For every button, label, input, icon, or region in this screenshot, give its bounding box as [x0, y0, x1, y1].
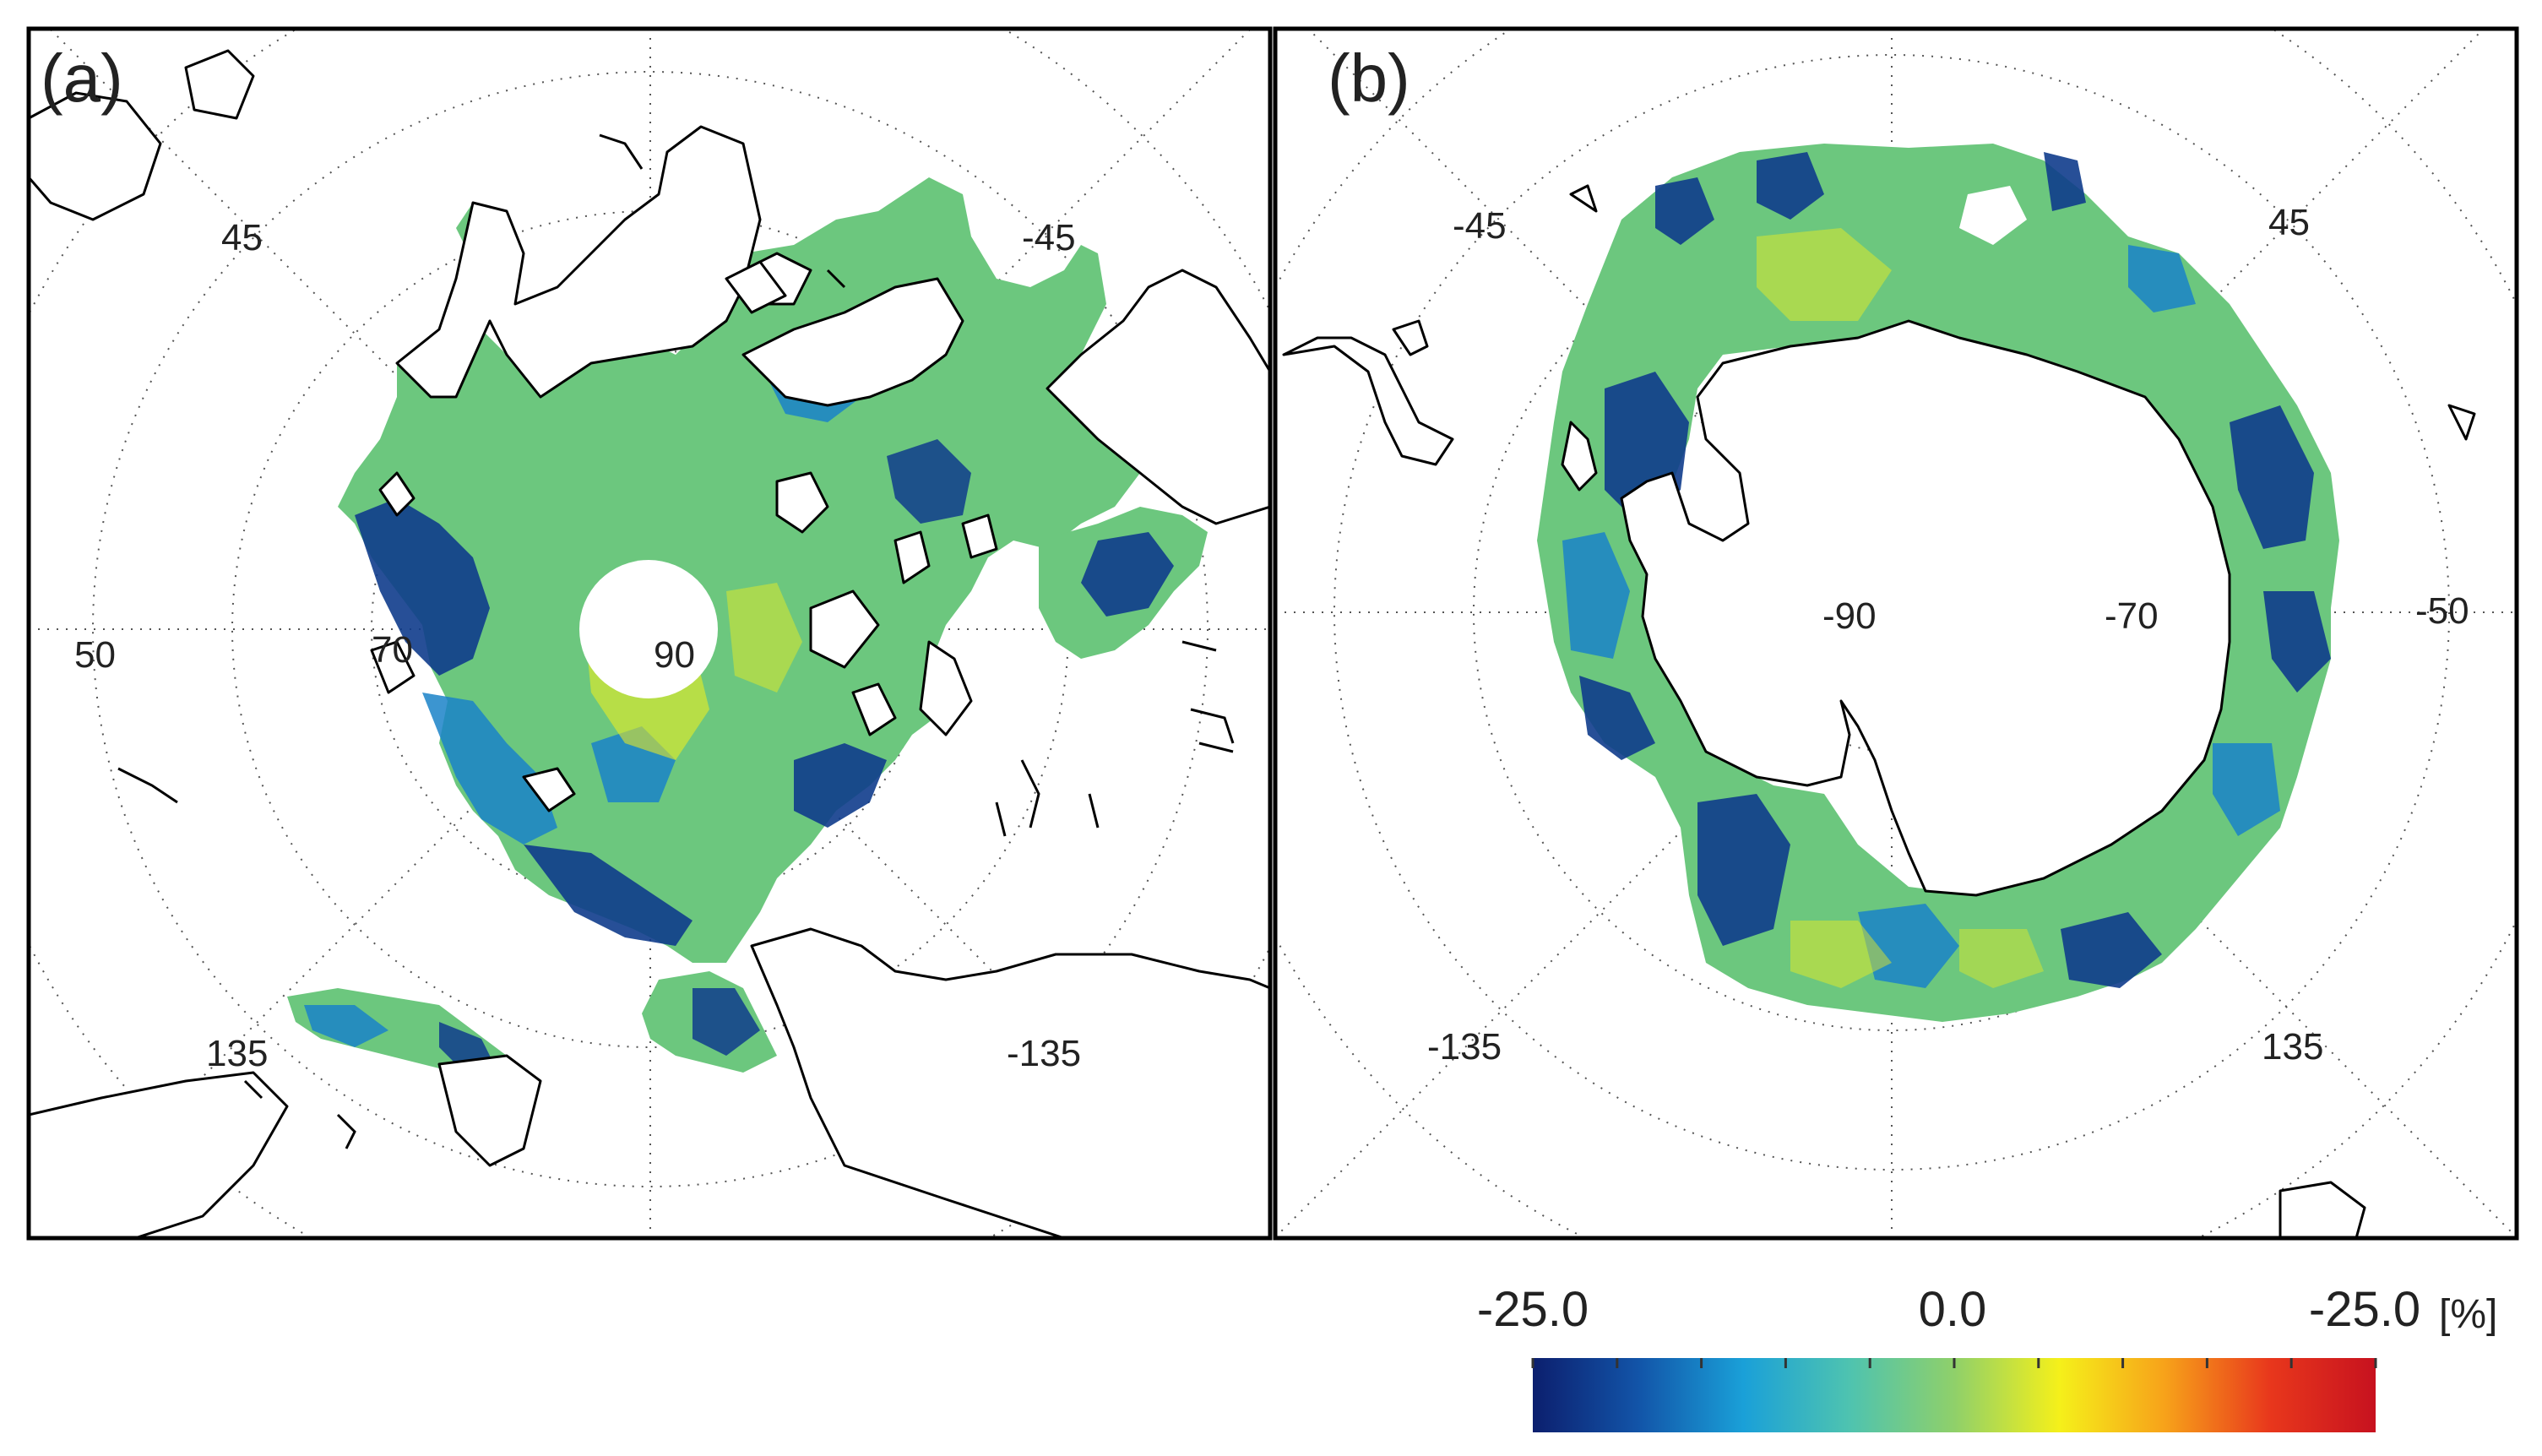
panel-a-coastlines	[29, 49, 1270, 1238]
colorbar-label-mid: 0.0	[1919, 1282, 1987, 1337]
panel-a	[29, 29, 1270, 1238]
panel-a-lat-label-50: 50	[74, 634, 116, 676]
panel-b-label: (b)	[1328, 41, 1410, 116]
panel-b-lon-label-se: 135	[2262, 1026, 2323, 1068]
panel-b-lat-label-50: -50	[2415, 590, 2469, 632]
panel-a-lon-label-nw: -45	[1022, 217, 1076, 258]
panel-a-frame	[26, 26, 1273, 1241]
colorbar-unit: [%]	[2439, 1292, 2497, 1337]
panel-a-lon-label-se: 135	[206, 1033, 268, 1074]
panel-a-lon-label-sw: -135	[1007, 1033, 1081, 1074]
panel-a-lat-labels: 50 70 90	[74, 629, 695, 676]
panel-b-lat-labels: -90 -70 -50	[1822, 590, 2469, 637]
panel-a-lat-label-90: 90	[654, 634, 695, 676]
panel-b-lon-label-sw: -135	[1427, 1026, 1502, 1068]
panel-a-label: (a)	[41, 41, 123, 116]
panel-b-lat-label-70: -70	[2105, 595, 2159, 637]
panel-b-coastlines	[1282, 184, 2476, 1238]
panel-b-lon-label-ne: 45	[2268, 202, 2310, 243]
panel-a-lat-label-70: 70	[372, 629, 413, 671]
colorbar-label-left: -25.0	[1477, 1282, 1589, 1337]
panel-b	[1275, 29, 2517, 1238]
panel-b-ice-patches	[1562, 152, 2331, 988]
colorbar: -25.0 0.0 -25.0 [%]	[1477, 1282, 2497, 1432]
colorbar-label-right: -25.0	[2309, 1282, 2420, 1337]
panel-b-lon-labels: -45 45 -135 135	[1427, 202, 2323, 1068]
panel-b-lon-label-nw: -45	[1453, 205, 1507, 247]
colorbar-ticks	[1531, 1358, 2377, 1368]
colorbar-ramp	[1533, 1358, 2376, 1432]
panel-a-lon-label-ne: 45	[221, 217, 263, 258]
panel-a-sea-ice	[287, 177, 1208, 1089]
panel-b-lat-label-90: -90	[1822, 595, 1877, 637]
panel-a-lon-labels: 45 -45 135 -135	[206, 217, 1081, 1074]
panel-b-frame	[1273, 26, 2519, 1241]
panel-a-pole-hole	[579, 560, 718, 698]
panel-a-islands	[117, 133, 1235, 1149]
